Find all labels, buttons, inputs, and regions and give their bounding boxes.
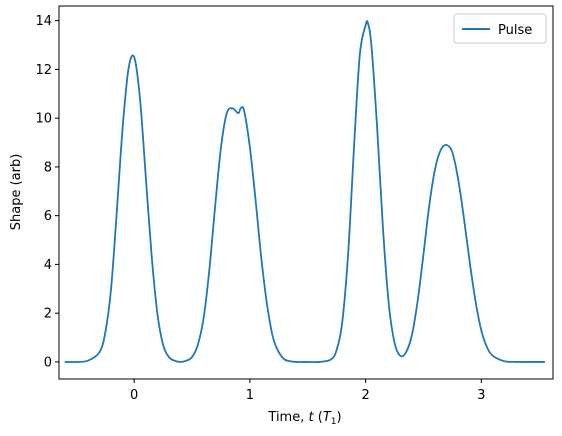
legend-label: Pulse — [498, 23, 532, 38]
x-tick-label: 3 — [477, 388, 485, 403]
x-tick-label: 0 — [130, 388, 138, 403]
x-ticks: 0 1 2 3 — [130, 379, 485, 403]
y-tick-label: 12 — [35, 63, 52, 78]
x-tick-label: 1 — [246, 388, 254, 403]
series-layer — [64, 20, 545, 364]
legend-box — [453, 13, 547, 44]
y-tick-label: 14 — [35, 14, 52, 29]
plot-frame — [58, 5, 554, 380]
y-axis-label: Shape (arb) — [9, 154, 24, 231]
y-ticks: 0 2 4 6 8 10 12 14 — [35, 14, 59, 370]
series-line-pulse — [64, 20, 545, 364]
x-axis-label: Time, t (T1) — [267, 410, 341, 427]
legend: Pulse — [453, 13, 547, 44]
x-tick-label: 2 — [361, 388, 369, 403]
y-tick-label: 6 — [44, 209, 52, 224]
y-tick-label: 2 — [44, 307, 52, 322]
y-tick-label: 10 — [35, 112, 52, 127]
y-tick-label: 4 — [44, 258, 52, 273]
y-tick-label: 0 — [44, 355, 52, 370]
y-tick-label: 8 — [44, 160, 52, 175]
